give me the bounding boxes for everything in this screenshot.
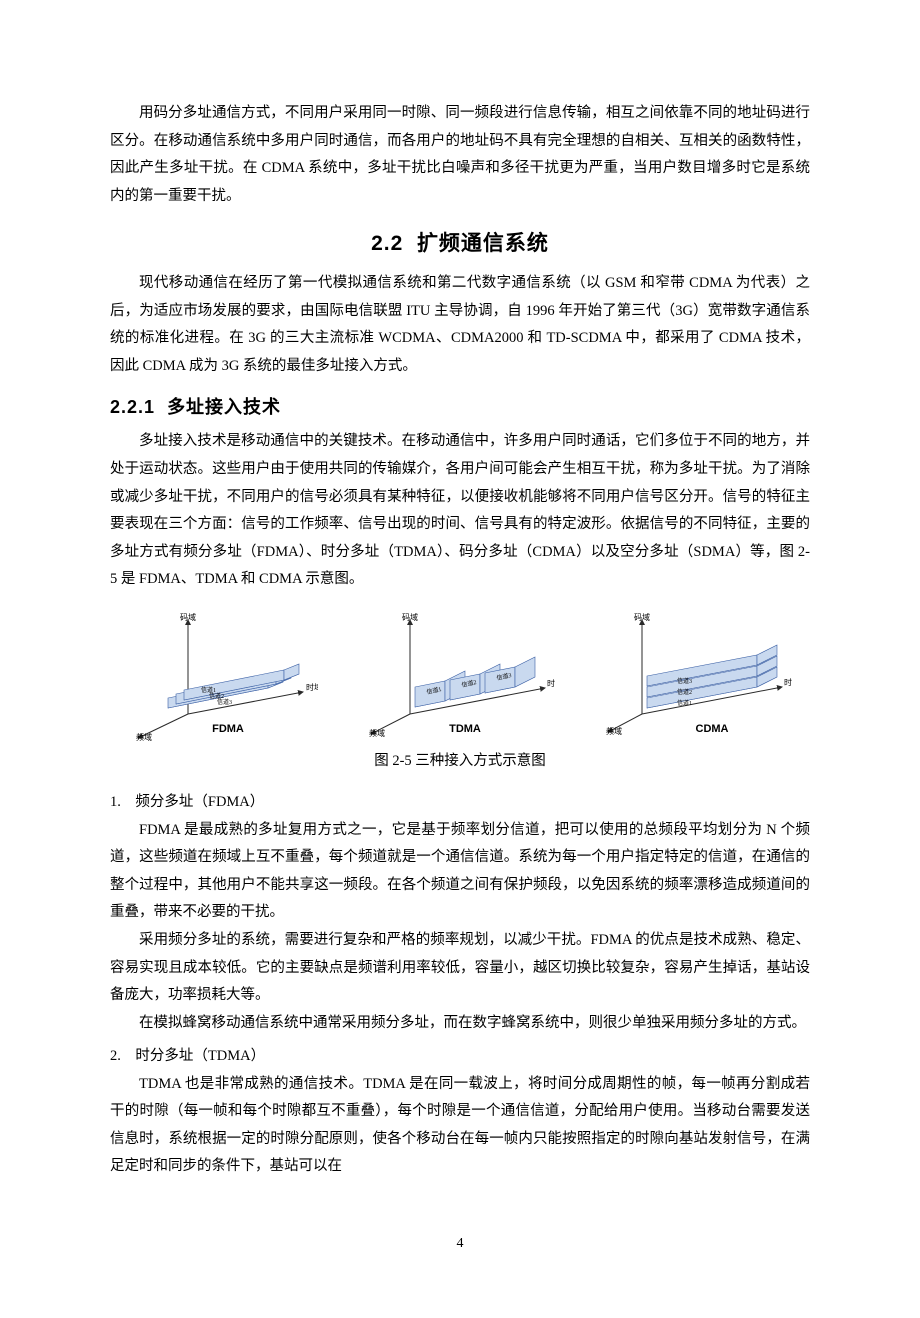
item1-p1: FDMA 是最成熟的多址复用方式之一，它是基于频率划分信道，把可以使用的总频段平… — [110, 817, 810, 927]
axis-freq: 频域 — [136, 732, 152, 742]
section-number: 2.2 — [371, 232, 403, 255]
axis-time: 时域 — [306, 682, 318, 692]
cdma-diagram: 码域 时域 频域 信道3 信道2 信道1 CDMA — [602, 612, 792, 742]
figure-caption: 图 2-5 三种接入方式示意图 — [110, 748, 810, 776]
subsection-heading: 2.2.1 多址接入技术 — [110, 390, 810, 424]
item2-head: 2. 时分多址（TDMA） — [110, 1043, 810, 1071]
axis-freq: 频域 — [606, 726, 622, 736]
cdma-ch2: 信道2 — [677, 688, 692, 696]
axis-code: 码域 — [402, 612, 418, 622]
section-title-text: 扩频通信系统 — [417, 232, 549, 255]
axis-code: 码域 — [180, 612, 196, 622]
tdma-label: TDMA — [449, 723, 481, 735]
tdma-diagram: 码域 时域 频域 信道1 信道2 信道3 TDMA — [365, 612, 555, 742]
section-heading: 2.2 扩频通信系统 — [110, 224, 810, 264]
item1-p2: 采用频分多址的系统，需要进行复杂和严格的频率规划，以减少干扰。FDMA 的优点是… — [110, 927, 810, 1010]
cdma-ch3: 信道3 — [677, 677, 692, 685]
item1-head: 1. 频分多址（FDMA） — [110, 789, 810, 817]
cdma-ch1: 信道1 — [677, 699, 692, 707]
intro-paragraph: 用码分多址通信方式，不同用户采用同一时隙、同一频段进行信息传输，相互之间依靠不同… — [110, 100, 810, 210]
subsection-title-text: 多址接入技术 — [167, 397, 281, 417]
subsection-number: 2.2.1 — [110, 397, 155, 417]
axis-code: 码域 — [634, 612, 650, 622]
section-paragraph: 现代移动通信在经历了第一代模拟通信系统和第二代数字通信系统（以 GSM 和窄带 … — [110, 270, 810, 380]
fdma-diagram: 码域 时域 频域 信道1 信道2 信道3 FDMA — [128, 612, 318, 742]
fdma-ch1: 信道1 — [201, 686, 216, 694]
page-number: 4 — [110, 1231, 810, 1258]
item1-p3: 在模拟蜂窝移动通信系统中通常采用频分多址，而在数字蜂窝系统中，则很少单独采用频分… — [110, 1010, 810, 1038]
subsection-paragraph: 多址接入技术是移动通信中的关键技术。在移动通信中，许多用户同时通话，它们多位于不… — [110, 428, 810, 593]
cdma-label: CDMA — [695, 723, 728, 735]
axis-freq: 频域 — [369, 728, 385, 738]
figure-2-5: 码域 时域 频域 信道1 信道2 信道3 FDMA — [110, 612, 810, 742]
fdma-label: FDMA — [212, 723, 244, 735]
item2-p1: TDMA 也是非常成熟的通信技术。TDMA 是在同一载波上，将时间分成周期性的帧… — [110, 1071, 810, 1181]
fdma-ch3: 信道3 — [217, 698, 232, 706]
axis-time: 时域 — [547, 678, 555, 688]
axis-time: 时域 — [784, 677, 792, 687]
fdma-ch2: 信道2 — [209, 692, 224, 700]
